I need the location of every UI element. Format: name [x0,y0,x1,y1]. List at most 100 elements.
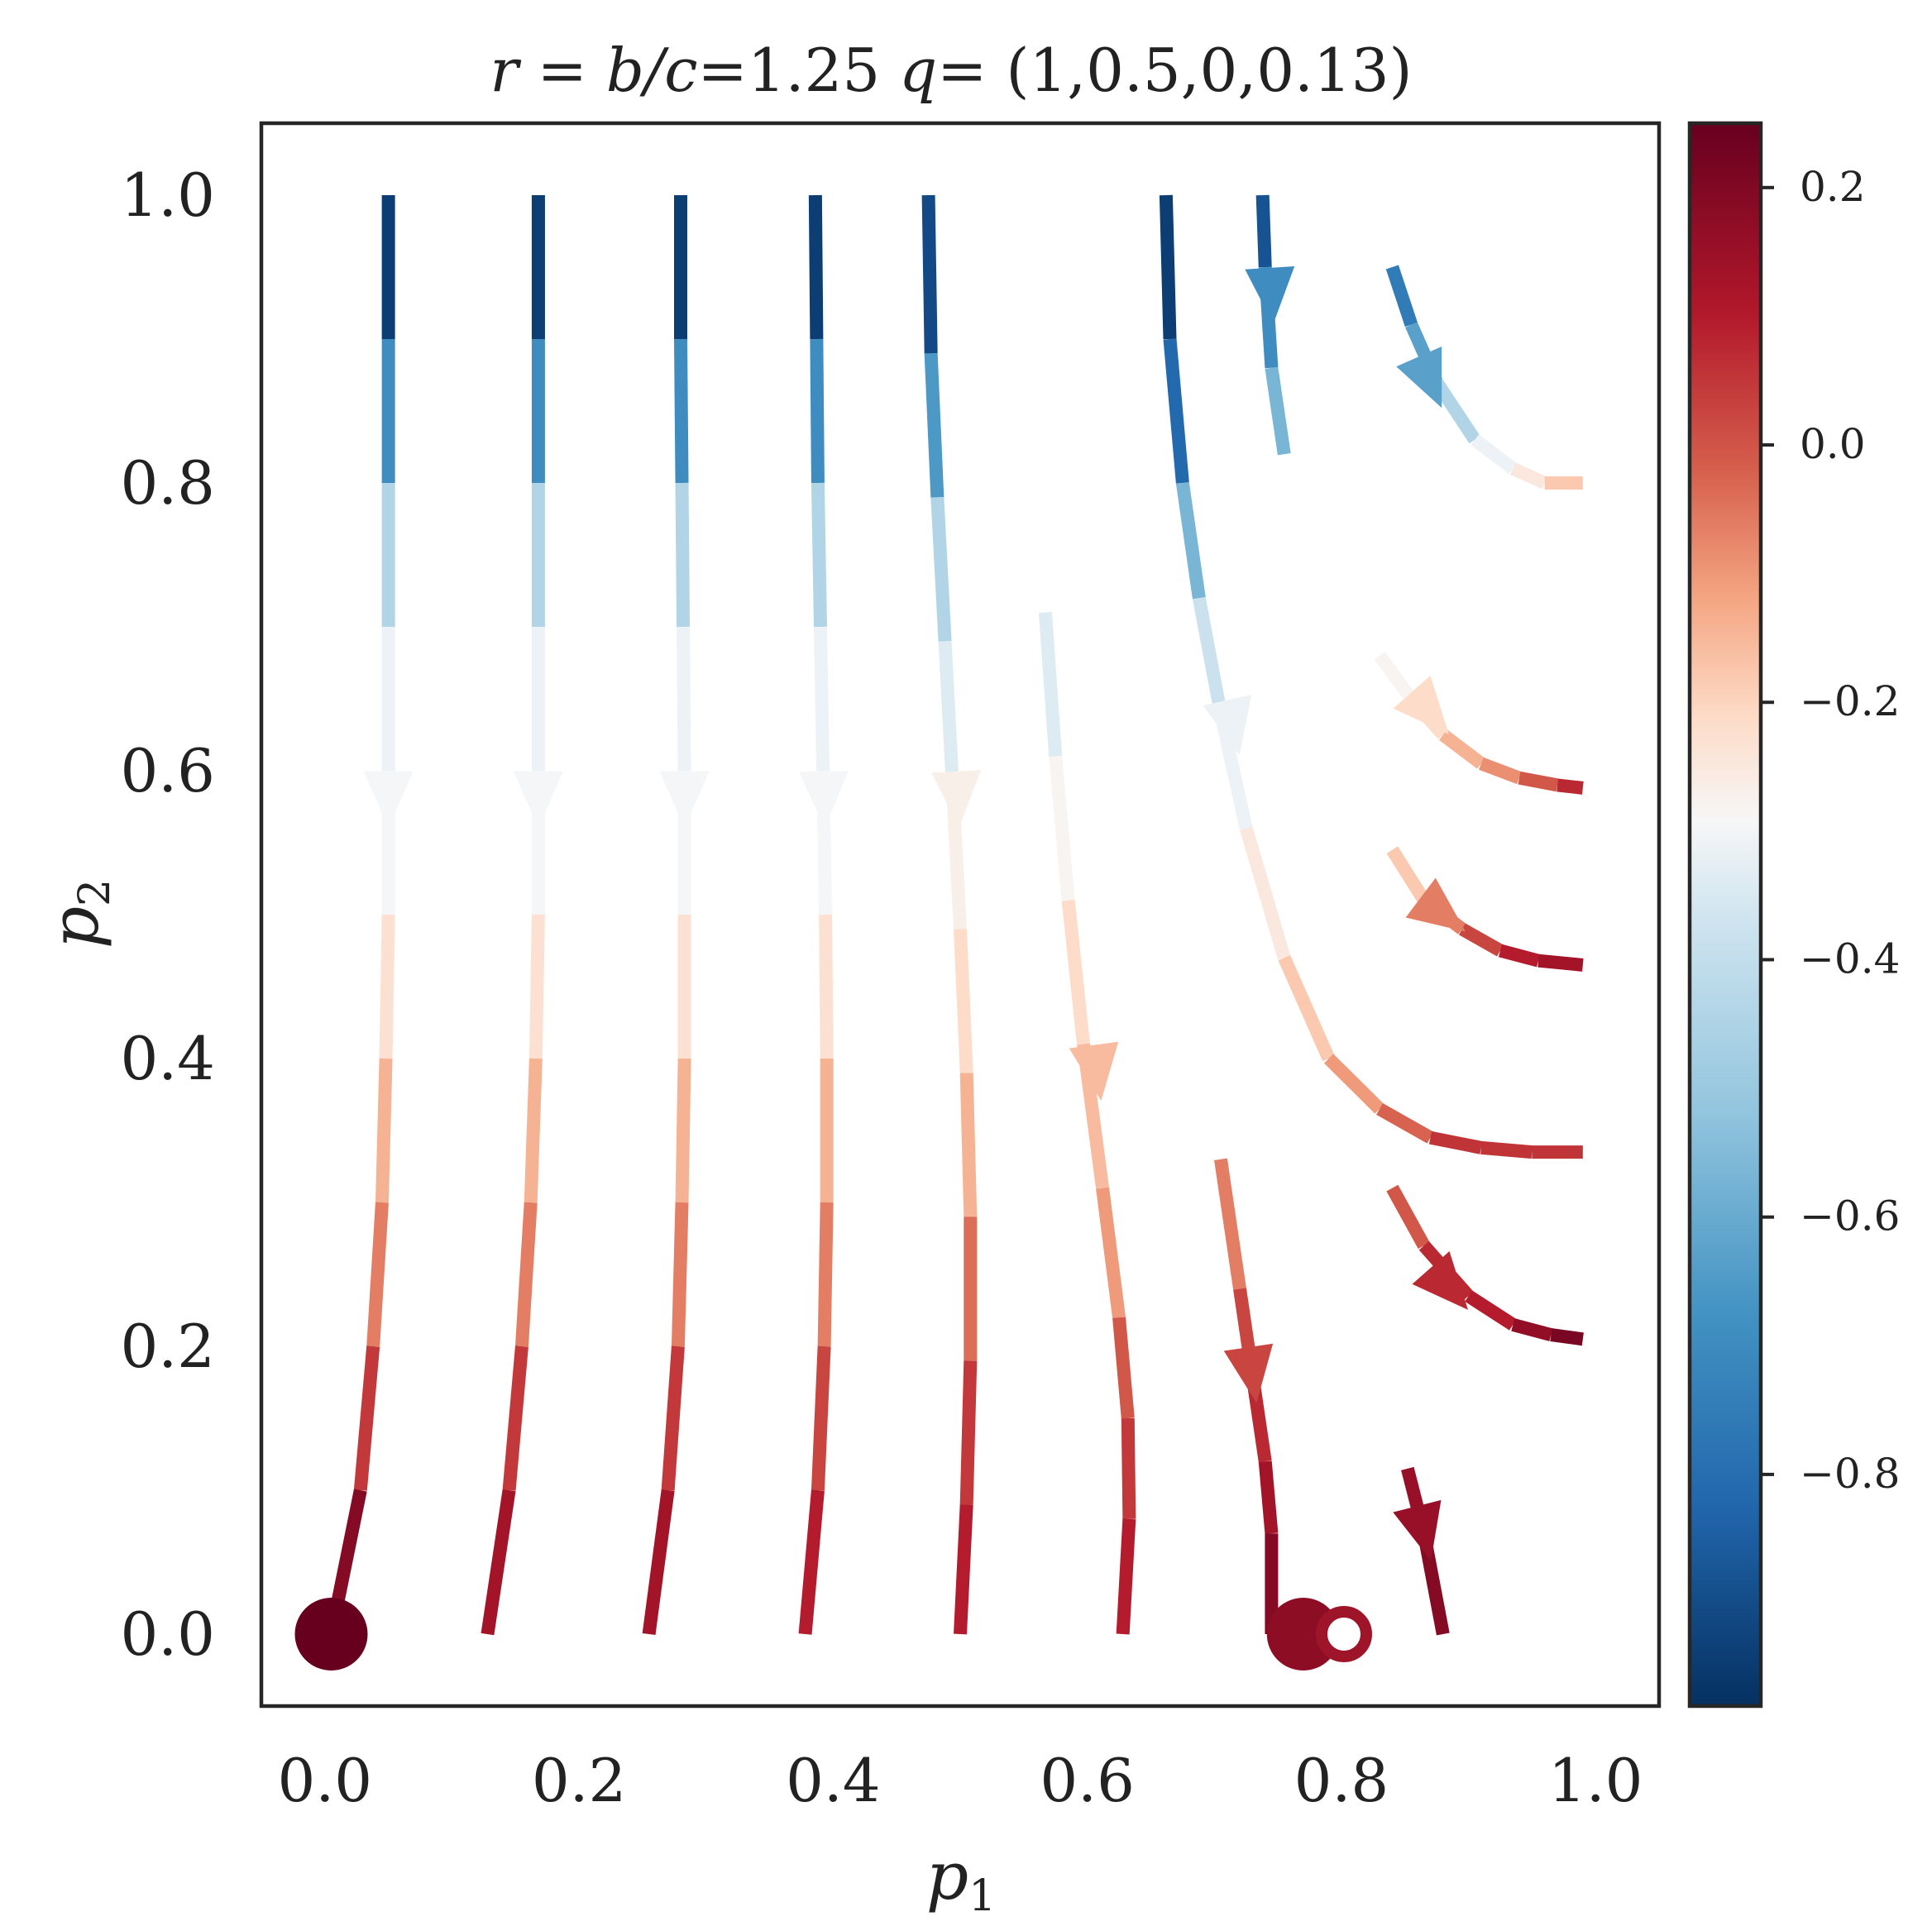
x-tick-label: 0.8 [1294,1746,1389,1815]
title-q-value: = (1,0.5,0,0.13) [937,36,1413,105]
streamline-segment [921,194,938,354]
streamline-segment [1479,757,1522,785]
stable-fixed-point [294,1598,368,1671]
streamline-segment [1431,378,1480,444]
x-axis-ticks: 0.0 0.2 0.4 0.6 0.8 1.0 [278,1746,1643,1815]
streamline [921,194,982,1635]
streamline-segment [814,626,830,772]
y-axis-ticks: 0.0 0.2 0.4 0.6 0.8 1.0 [120,160,215,1669]
y-axis-label: p2 [36,879,120,949]
streamline-segment [502,1345,528,1491]
streamlines-group [324,194,1584,1636]
chart-title: r = b/c=1.25 q= (1,0.5,0,0.13) [490,36,1412,105]
stable-fixed-point [1266,1598,1340,1671]
streamline-segment [1255,194,1272,268]
streamline-segment [1385,265,1418,327]
streamline-segment [1192,596,1227,715]
flow-arrow [363,771,414,828]
streamline-segment [1096,1187,1126,1319]
streamline-segment [811,1345,831,1491]
flow-arrow [931,770,982,828]
streamline-segment [1557,778,1584,795]
streamline-segment [661,1345,685,1491]
flow-arrow [1412,1251,1469,1310]
streamline-segment [1498,944,1541,968]
colorbar-tick-label: −0.2 [1800,677,1900,725]
flow-arrow [1393,676,1449,734]
streamline-segment [375,1058,393,1203]
streamline-segment [817,1202,834,1347]
y-tick-label: 0.2 [120,1312,215,1381]
flow-arrow [1405,877,1466,932]
x-tick-label: 0.0 [278,1746,373,1815]
streamline [481,195,563,1636]
streamline [1386,846,1584,972]
title-eq: = [519,36,606,105]
streamline-segment [1163,338,1189,484]
streamline-segment [524,1058,543,1203]
streamline-segment [1374,652,1417,703]
flow-arrow [1069,1041,1119,1102]
streamline-segment [642,1489,675,1636]
streamline-segment [810,338,825,484]
colorbar-ticks: 0.2 0.0 −0.2 −0.4 −0.6 −0.8 [1761,163,1900,1498]
streamline-segment [1214,1158,1246,1290]
streamline-segment [808,194,824,340]
flow-arrow [1396,346,1442,409]
streamline-segment [959,1360,978,1505]
streamline-segment [677,626,691,772]
streamline-segment [1265,366,1291,456]
streamline-segment [514,1202,538,1347]
x-axis-label-sub: 1 [968,1871,996,1921]
streamline [1385,265,1583,490]
colorbar-tick-label: −0.8 [1800,1450,1900,1498]
streamline [1374,652,1584,795]
fixed-points-group [294,1598,1372,1671]
y-tick-label: 0.8 [120,448,215,518]
streamline-segment [954,929,973,1073]
unstable-fixed-point [1315,1606,1372,1662]
streamline-segment [1116,1518,1136,1635]
streamline [1245,194,1295,456]
streamline-segment [674,338,689,484]
flow-arrow [1245,265,1295,324]
flow-arrow [1223,1343,1274,1403]
y-tick-label: 0.6 [120,736,215,805]
y-axis-label-sub: 2 [70,879,120,906]
streamline-segment [1038,612,1063,758]
flow-arrow [1203,695,1252,756]
streamline-segment [811,482,827,628]
title-r: r [490,36,521,105]
flow-arrow [659,771,710,828]
y-tick-label: 0.4 [120,1024,215,1093]
streamline-segment [1175,481,1206,600]
streamline-segment [366,1202,389,1347]
streamline [1393,1466,1450,1636]
streamline-segment [1258,1460,1279,1534]
x-axis-label: p1 [926,1838,996,1921]
streamline-segment [1061,899,1090,1045]
streamline-segment [1112,1317,1135,1419]
streamline [1214,1158,1279,1634]
x-tick-label: 0.4 [786,1746,881,1815]
x-tick-label: 0.6 [1040,1746,1135,1815]
streamline-segment [1458,923,1504,957]
streamline-segment [1511,1318,1553,1341]
colorbar-tick-label: −0.6 [1800,1193,1900,1240]
streamline-segment [675,1058,691,1203]
x-tick-label: 0.2 [532,1746,627,1815]
streamline [1386,1184,1584,1346]
streamline-segment [1049,755,1075,901]
flow-arrow [513,771,563,828]
streamline-segment [1438,729,1485,769]
streamline-segment [819,914,834,1059]
streamline-segment [1121,1417,1136,1519]
streamline-segment [1471,434,1518,474]
streamline-segment [938,640,959,786]
streamline-segment [959,1073,978,1217]
y-tick-label: 1.0 [120,160,215,230]
streamline-segment [1386,1184,1430,1250]
streamline-segment [528,914,545,1059]
colorbar-tick-label: 0.2 [1800,163,1866,211]
streamline-segment [798,1489,825,1635]
